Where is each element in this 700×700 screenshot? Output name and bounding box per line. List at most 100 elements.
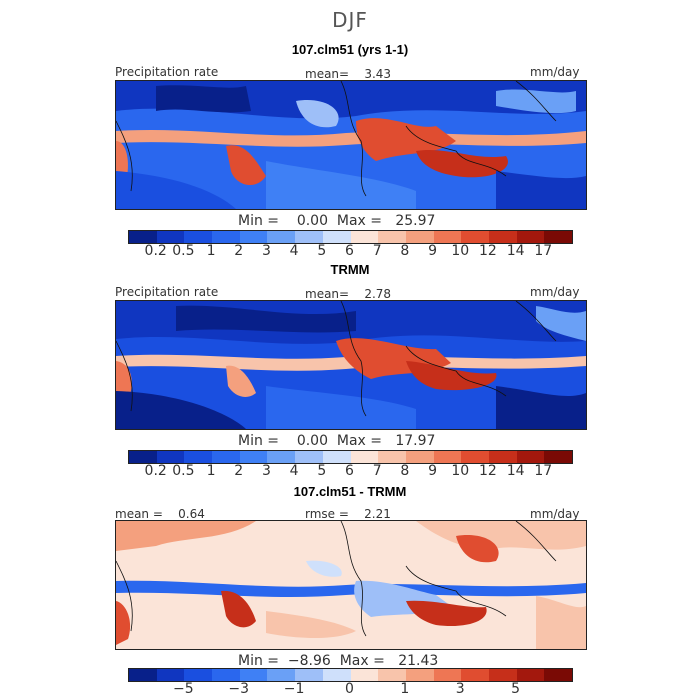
colorbar-swatch xyxy=(129,231,157,243)
colorbar-swatch xyxy=(405,669,434,681)
colorbar-tick-label: 5 xyxy=(317,243,327,259)
colorbar-swatch xyxy=(295,669,323,681)
panel-1-variable-label: Precipitation rate xyxy=(115,65,219,79)
panel-3-min-max: Min = −8.96 Max = 21.43 xyxy=(238,653,439,669)
colorbar-tick-label: 9 xyxy=(428,243,438,259)
colorbar-swatch xyxy=(267,231,296,243)
colorbar-swatch xyxy=(516,451,545,463)
colorbar-swatch xyxy=(405,231,434,243)
colorbar-tick-label: 3 xyxy=(261,243,271,259)
colorbar-swatch xyxy=(184,451,213,463)
colorbar-tick-label: 17 xyxy=(534,463,553,479)
colorbar-swatch xyxy=(267,669,296,681)
panel-1-colorbar-ticks: 0.2 0.5 1 2 3 4 5 6 7 8 9 10 12 14 17 xyxy=(128,243,571,259)
colorbar-tick-label: 3 xyxy=(261,463,271,479)
panel-1-map xyxy=(115,80,587,210)
colorbar-tick-label: 6 xyxy=(345,463,354,479)
colorbar-tick-label: 14 xyxy=(506,243,525,259)
colorbar-tick-label: 4 xyxy=(289,243,299,259)
panel-1-subtitle: 107.clm51 (yrs 1-1) xyxy=(291,42,409,57)
colorbar-swatch xyxy=(544,669,572,681)
panel-2-min-max: Min = 0.00 Max = 17.97 xyxy=(238,433,436,449)
colorbar-tick-label: −5 xyxy=(173,681,194,697)
colorbar-swatch xyxy=(378,669,406,681)
panel-2-map xyxy=(115,300,587,430)
colorbar-swatch xyxy=(488,231,517,243)
panel-1-mean-label: mean= 3.43 xyxy=(305,67,392,81)
figure-title: DJF xyxy=(332,8,368,32)
colorbar-swatch xyxy=(378,451,406,463)
colorbar-tick-label: 5 xyxy=(317,463,327,479)
panel-3-difference-field xyxy=(116,521,586,649)
colorbar-swatch xyxy=(295,451,323,463)
colorbar-swatch xyxy=(322,451,351,463)
colorbar-tick-label: 0.2 xyxy=(144,463,167,479)
colorbar-swatch xyxy=(212,231,240,243)
colorbar-tick-label: 5 xyxy=(511,681,521,697)
colorbar-tick-label: 14 xyxy=(506,463,525,479)
panel-3-units-label: mm/day xyxy=(530,507,580,521)
panel-1-precip-field xyxy=(116,81,586,209)
panel-3-rmse-label: rmse = 2.21 xyxy=(305,507,391,521)
colorbar-swatch xyxy=(322,669,351,681)
colorbar-tick-label: 12 xyxy=(479,243,497,259)
colorbar-tick-label: 6 xyxy=(345,243,354,259)
colorbar-tick-label: 9 xyxy=(428,463,438,479)
colorbar-tick-label: 12 xyxy=(479,463,497,479)
colorbar-swatch xyxy=(156,451,185,463)
panel-1-colorbar xyxy=(128,230,573,244)
colorbar-swatch xyxy=(212,669,240,681)
colorbar-swatch xyxy=(212,451,240,463)
colorbar-tick-label: 2 xyxy=(234,463,244,479)
colorbar-swatch xyxy=(488,451,517,463)
panel-3-colorbar-ticks: −5 −3 −1 0 1 3 5 xyxy=(128,681,571,697)
colorbar-swatch xyxy=(239,231,268,243)
colorbar-swatch xyxy=(184,231,213,243)
panel-2-variable-label: Precipitation rate xyxy=(115,285,219,299)
colorbar-tick-label: 4 xyxy=(289,463,299,479)
colorbar-swatch xyxy=(461,451,489,463)
colorbar-swatch xyxy=(295,231,323,243)
colorbar-tick-label: 17 xyxy=(534,243,553,259)
colorbar-tick-label: 0.2 xyxy=(144,243,167,259)
colorbar-swatch xyxy=(239,451,268,463)
panel-3-mean-label: mean = 0.64 xyxy=(115,507,205,521)
colorbar-swatch xyxy=(156,669,185,681)
colorbar-swatch xyxy=(184,669,213,681)
colorbar-tick-label: −1 xyxy=(283,681,305,697)
colorbar-tick-label: 7 xyxy=(372,463,382,479)
colorbar-swatch xyxy=(516,669,545,681)
colorbar-swatch xyxy=(350,669,379,681)
colorbar-swatch xyxy=(239,669,268,681)
colorbar-swatch xyxy=(156,231,185,243)
colorbar-tick-label: 0 xyxy=(345,681,354,697)
colorbar-tick-label: 8 xyxy=(400,463,410,479)
panel-2-colorbar xyxy=(128,450,573,464)
colorbar-tick-label: 10 xyxy=(451,243,470,259)
colorbar-swatch xyxy=(433,231,462,243)
panel-3-subtitle: 107.clm51 - TRMM xyxy=(293,484,407,499)
panel-2-units-label: mm/day xyxy=(530,285,580,299)
colorbar-tick-label: 8 xyxy=(400,243,410,259)
panel-2-subtitle: TRMM xyxy=(330,262,370,277)
panel-2-precip-field xyxy=(116,301,586,429)
colorbar-tick-label: 3 xyxy=(455,681,465,697)
colorbar-swatch xyxy=(405,451,434,463)
colorbar-tick-label: 1 xyxy=(206,243,216,259)
colorbar-swatch xyxy=(129,451,157,463)
panel-2-mean-label: mean= 2.78 xyxy=(305,287,392,301)
colorbar-swatch xyxy=(267,451,296,463)
panel-2-colorbar-ticks: 0.2 0.5 1 2 3 4 5 6 7 8 9 10 12 14 17 xyxy=(128,463,571,479)
colorbar-swatch xyxy=(378,231,406,243)
colorbar-swatch xyxy=(461,231,489,243)
colorbar-tick-label: 1 xyxy=(400,681,410,697)
colorbar-swatch xyxy=(350,451,379,463)
colorbar-swatch xyxy=(544,451,572,463)
panel-1-units-label: mm/day xyxy=(530,65,580,79)
panel-3-colorbar xyxy=(128,668,573,682)
colorbar-swatch xyxy=(461,669,489,681)
colorbar-tick-label: 0.5 xyxy=(172,463,195,479)
colorbar-swatch xyxy=(129,669,157,681)
colorbar-tick-label: 10 xyxy=(451,463,470,479)
colorbar-swatch xyxy=(350,231,379,243)
